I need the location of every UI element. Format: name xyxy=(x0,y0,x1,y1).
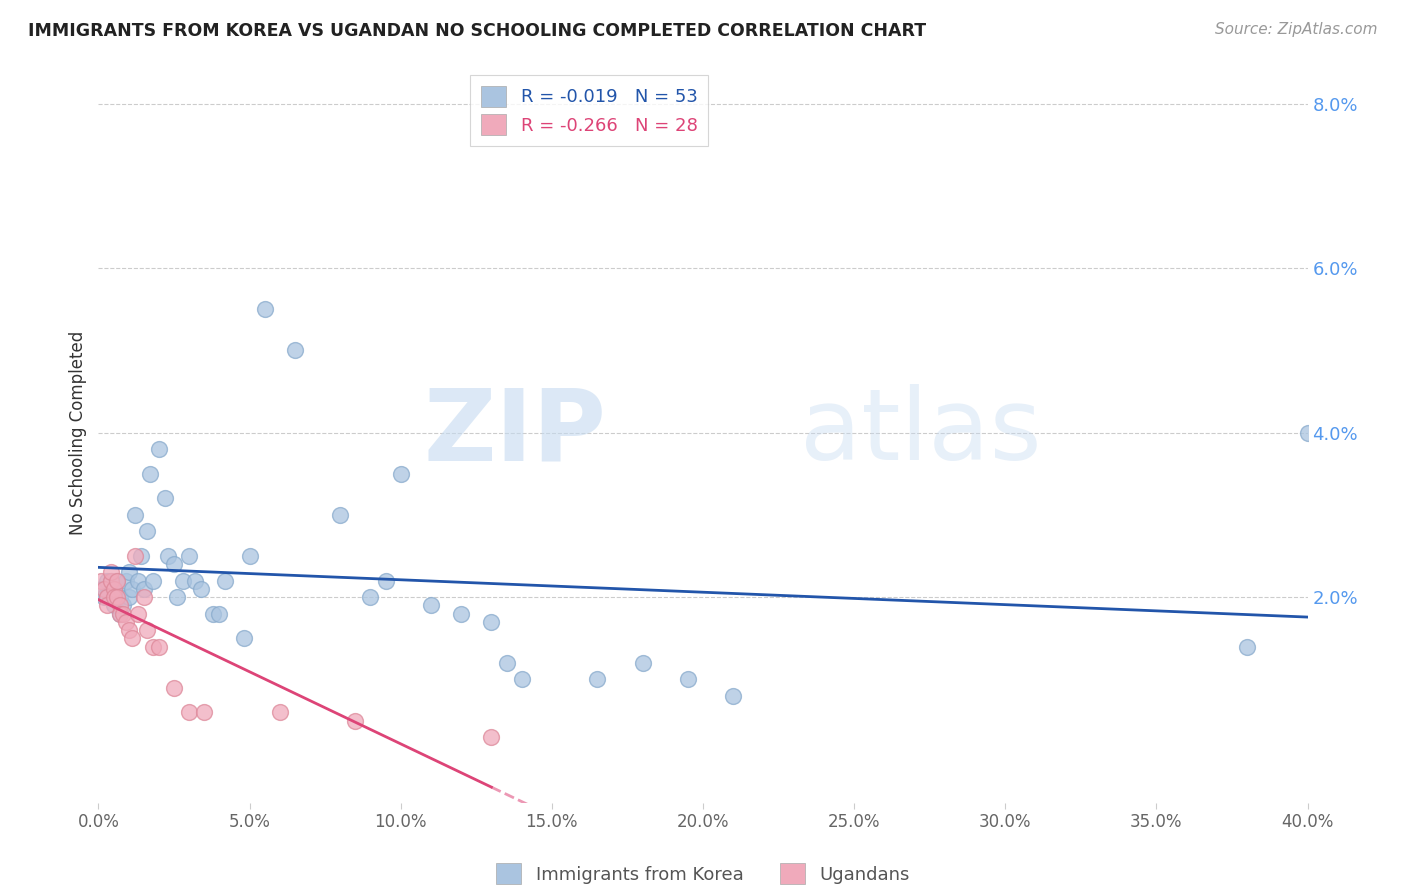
Point xyxy=(510,673,533,687)
Point xyxy=(232,632,254,646)
Point xyxy=(105,574,128,588)
Legend: Immigrants from Korea, Ugandans: Immigrants from Korea, Ugandans xyxy=(489,856,917,891)
Point xyxy=(90,574,112,588)
Point xyxy=(121,582,143,596)
Point xyxy=(114,615,136,629)
Point xyxy=(1236,640,1258,654)
Point xyxy=(450,607,472,621)
Point xyxy=(142,574,165,588)
Point xyxy=(495,656,517,670)
Text: ZIP: ZIP xyxy=(423,384,606,481)
Point xyxy=(118,566,141,580)
Point xyxy=(105,590,128,604)
Point xyxy=(108,607,131,621)
Point xyxy=(166,590,188,604)
Point xyxy=(100,566,122,580)
Point xyxy=(135,524,157,539)
Point xyxy=(239,549,262,563)
Point xyxy=(153,491,176,506)
Point xyxy=(135,623,157,637)
Point xyxy=(329,508,352,522)
Point xyxy=(103,582,125,596)
Point xyxy=(129,549,152,563)
Point xyxy=(202,607,225,621)
Point xyxy=(105,574,128,588)
Point xyxy=(481,730,503,744)
Point xyxy=(1296,425,1319,440)
Point xyxy=(127,574,149,588)
Point xyxy=(193,706,215,720)
Point xyxy=(389,467,412,481)
Point xyxy=(93,582,115,596)
Point xyxy=(118,590,141,604)
Point xyxy=(100,574,122,588)
Point xyxy=(172,574,194,588)
Point xyxy=(93,590,115,604)
Point xyxy=(481,615,503,629)
Point xyxy=(179,706,201,720)
Y-axis label: No Schooling Completed: No Schooling Completed xyxy=(69,331,87,534)
Point xyxy=(184,574,207,588)
Point xyxy=(108,607,131,621)
Point xyxy=(148,640,170,654)
Point xyxy=(111,599,134,613)
Text: IMMIGRANTS FROM KOREA VS UGANDAN NO SCHOOLING COMPLETED CORRELATION CHART: IMMIGRANTS FROM KOREA VS UGANDAN NO SCHO… xyxy=(28,22,927,40)
Point xyxy=(179,549,201,563)
Point xyxy=(142,640,165,654)
Point xyxy=(103,599,125,613)
Point xyxy=(676,673,699,687)
Point xyxy=(163,681,186,695)
Point xyxy=(344,714,367,728)
Point xyxy=(631,656,654,670)
Point xyxy=(124,549,146,563)
Point xyxy=(108,590,131,604)
Point xyxy=(208,607,231,621)
Point xyxy=(132,590,155,604)
Point xyxy=(360,590,382,604)
Point xyxy=(284,343,307,358)
Point xyxy=(253,302,276,317)
Point xyxy=(96,599,118,613)
Point xyxy=(420,599,443,613)
Point xyxy=(96,590,118,604)
Point xyxy=(586,673,609,687)
Point xyxy=(269,706,291,720)
Point xyxy=(127,607,149,621)
Point xyxy=(190,582,212,596)
Point xyxy=(96,590,118,604)
Point xyxy=(100,574,122,588)
Point xyxy=(139,467,162,481)
Point xyxy=(90,582,112,596)
Point xyxy=(156,549,179,563)
Point xyxy=(96,574,118,588)
Point xyxy=(118,623,141,637)
Point xyxy=(121,632,143,646)
Point xyxy=(163,558,186,572)
Point xyxy=(108,599,131,613)
Text: Source: ZipAtlas.com: Source: ZipAtlas.com xyxy=(1215,22,1378,37)
Point xyxy=(103,590,125,604)
Point xyxy=(148,442,170,456)
Point xyxy=(723,689,745,703)
Point xyxy=(103,582,125,596)
Point xyxy=(114,574,136,588)
Point xyxy=(111,607,134,621)
Point xyxy=(374,574,396,588)
Text: atlas: atlas xyxy=(800,384,1042,481)
Point xyxy=(124,508,146,522)
Point xyxy=(214,574,236,588)
Point xyxy=(132,582,155,596)
